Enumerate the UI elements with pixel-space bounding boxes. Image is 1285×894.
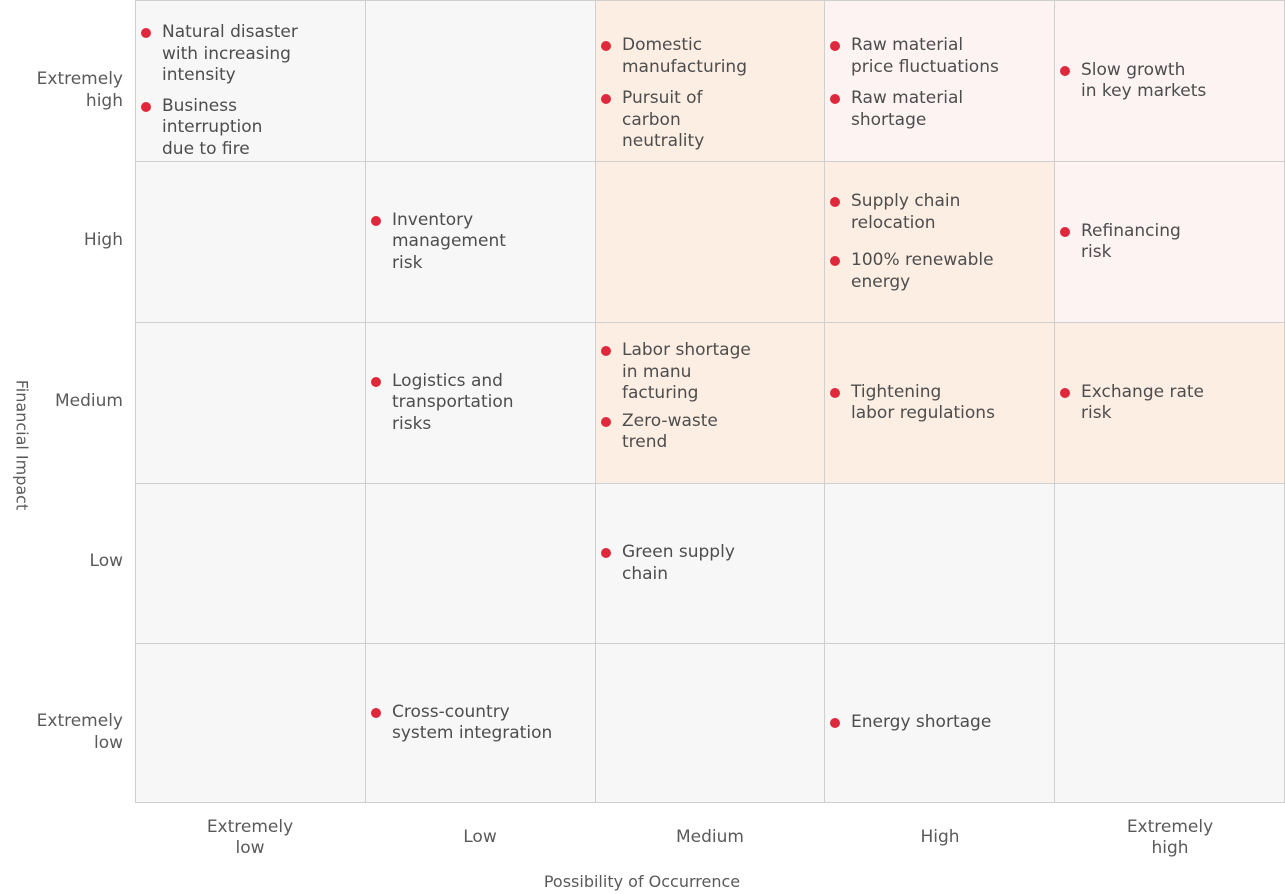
risk-item: Green supply chain	[601, 542, 814, 585]
risk-dot-icon	[601, 346, 611, 356]
cell-high-extremely-high: Refinancing risk	[1055, 161, 1285, 322]
risk-item: Domestic manufacturing	[601, 35, 814, 78]
risk-item: Raw material price fluctuations	[830, 35, 1044, 78]
cell-medium-medium: Labor shortage in manu facturing Zero-wa…	[596, 322, 825, 483]
x-level-label: Extremely high	[1126, 816, 1214, 859]
cell-extremely-low-extremely-high	[1055, 643, 1285, 802]
cell-extremely-high-high: Raw material price fluctuations Raw mate…	[825, 0, 1055, 161]
risk-item: Logistics and transportation risks	[371, 371, 585, 436]
y-level-label: Low	[89, 551, 123, 571]
x-axis-title: Possibility of Occurrence	[543, 872, 741, 891]
risk-dot-icon	[1060, 387, 1070, 398]
risk-item: Zero-waste trend	[601, 411, 814, 454]
risk-dot-icon	[601, 548, 611, 558]
cell-extremely-high-extremely-low: Natural disaster with increasing intensi…	[136, 0, 366, 161]
risk-matrix-grid: Natural disaster with increasing intensi…	[135, 0, 1285, 803]
cell-medium-low: Logistics and transportation risks	[366, 322, 596, 483]
risk-item: 100% renewable energy	[830, 250, 1044, 293]
risk-item: Inventory management risk	[371, 210, 585, 275]
cell-high-high: Supply chain relocation 100% renewable e…	[825, 161, 1055, 322]
risk-dot-icon	[1060, 65, 1070, 76]
cell-medium-extremely-low	[136, 322, 366, 483]
cell-extremely-low-medium	[596, 643, 825, 802]
risk-item: Pursuit of carbon neutrality	[601, 88, 814, 153]
risk-dot-icon	[830, 718, 840, 729]
cell-medium-extremely-high: Exchange rate risk	[1055, 322, 1285, 483]
risk-dot-icon	[830, 387, 840, 398]
risk-item: Natural disaster with increasing intensi…	[141, 22, 355, 87]
risk-item: Exchange rate risk	[1060, 382, 1274, 425]
risk-dot-icon	[830, 197, 840, 207]
risk-item: Labor shortage in manu facturing	[601, 340, 814, 405]
cell-medium-high: Tightening labor regulations	[825, 322, 1055, 483]
y-level-label: High	[83, 230, 123, 250]
cell-low-low	[366, 483, 596, 643]
cell-extremely-low-low: Cross-country system integration	[366, 643, 596, 802]
cell-extremely-low-extremely-low	[136, 643, 366, 802]
cell-low-high	[825, 483, 1055, 643]
risk-dot-icon	[1060, 226, 1070, 237]
risk-dot-icon	[830, 41, 840, 51]
cell-low-extremely-high	[1055, 483, 1285, 643]
risk-dot-icon	[601, 94, 611, 104]
cell-extremely-low-high: Energy shortage	[825, 643, 1055, 802]
risk-item: Energy shortage	[830, 712, 1044, 734]
cell-high-medium	[596, 161, 825, 322]
cell-extremely-high-medium: Domestic manufacturing Pursuit of carbon…	[596, 0, 825, 161]
cell-extremely-high-extremely-high: Slow growth in key markets	[1055, 0, 1285, 161]
risk-dot-icon	[371, 215, 381, 226]
y-level-label: Extremely high	[36, 69, 123, 111]
risk-item: Slow growth in key markets	[1060, 60, 1274, 103]
x-level-label: Medium	[676, 827, 744, 848]
risk-item: Raw material shortage	[830, 88, 1044, 131]
x-level-label: Low	[463, 827, 497, 848]
risk-item: Supply chain relocation	[830, 191, 1044, 234]
risk-dot-icon	[371, 707, 381, 718]
risk-dot-icon	[601, 41, 611, 51]
cell-high-extremely-low	[136, 161, 366, 322]
y-axis-title: Financial Impact	[12, 379, 32, 511]
risk-item: Cross-country system integration	[371, 702, 585, 745]
x-level-label: High	[920, 827, 960, 848]
y-level-label: Extremely low	[36, 711, 123, 753]
risk-dot-icon	[141, 28, 151, 38]
risk-dot-icon	[830, 256, 840, 266]
risk-item: Tightening labor regulations	[830, 382, 1044, 425]
cell-low-extremely-low	[136, 483, 366, 643]
risk-dot-icon	[601, 416, 611, 427]
cell-high-low: Inventory management risk	[366, 161, 596, 322]
x-level-label: Extremely low	[206, 816, 294, 859]
risk-dot-icon	[830, 94, 840, 104]
cell-low-medium: Green supply chain	[596, 483, 825, 643]
risk-dot-icon	[371, 376, 381, 387]
risk-dot-icon	[141, 101, 151, 112]
risk-item: Refinancing risk	[1060, 221, 1274, 264]
y-level-label: Medium	[55, 391, 123, 411]
cell-extremely-high-low	[366, 0, 596, 161]
risk-item: Business interruption due to fire	[141, 96, 355, 161]
